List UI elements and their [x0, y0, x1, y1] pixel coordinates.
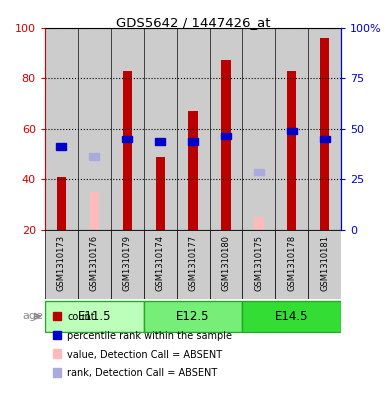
- Text: age: age: [22, 311, 43, 321]
- Bar: [243, 230, 275, 299]
- Bar: [45, 230, 78, 299]
- Bar: [209, 28, 243, 230]
- Bar: [308, 230, 341, 299]
- Bar: [78, 28, 111, 230]
- Bar: [320, 38, 330, 230]
- Bar: [45, 301, 144, 332]
- Bar: [90, 192, 99, 230]
- Bar: [144, 28, 177, 230]
- Bar: [177, 230, 209, 299]
- Text: GSM1310180: GSM1310180: [222, 235, 230, 291]
- Text: GSM1310174: GSM1310174: [156, 235, 165, 291]
- Bar: [222, 61, 230, 230]
- Text: E12.5: E12.5: [176, 310, 210, 323]
- Bar: [45, 28, 78, 230]
- Text: GSM1310176: GSM1310176: [90, 235, 99, 291]
- Bar: [275, 230, 308, 299]
- Bar: [320, 136, 330, 142]
- Text: percentile rank within the sample: percentile rank within the sample: [67, 331, 232, 341]
- Bar: [254, 169, 264, 175]
- Bar: [122, 70, 132, 230]
- Bar: [144, 230, 177, 299]
- Bar: [287, 70, 296, 230]
- Bar: [57, 177, 66, 230]
- Text: GSM1310177: GSM1310177: [188, 235, 198, 291]
- Bar: [209, 230, 243, 299]
- Bar: [221, 133, 231, 140]
- Text: GSM1310181: GSM1310181: [320, 235, 329, 291]
- Bar: [243, 301, 341, 332]
- Bar: [188, 111, 198, 230]
- Bar: [155, 138, 165, 145]
- Bar: [188, 138, 198, 145]
- Bar: [308, 28, 341, 230]
- Bar: [78, 230, 111, 299]
- Bar: [144, 301, 243, 332]
- Bar: [89, 153, 99, 160]
- Text: GSM1310175: GSM1310175: [254, 235, 263, 291]
- Text: E11.5: E11.5: [78, 310, 111, 323]
- Bar: [156, 156, 165, 230]
- Text: value, Detection Call = ABSENT: value, Detection Call = ABSENT: [67, 349, 222, 360]
- Bar: [287, 128, 297, 134]
- Text: GSM1310178: GSM1310178: [287, 235, 296, 291]
- Text: GDS5642 / 1447426_at: GDS5642 / 1447426_at: [116, 17, 270, 29]
- Text: E14.5: E14.5: [275, 310, 308, 323]
- Text: count: count: [67, 312, 95, 322]
- Bar: [177, 28, 209, 230]
- Bar: [243, 28, 275, 230]
- Text: GSM1310173: GSM1310173: [57, 235, 66, 291]
- Bar: [122, 136, 132, 142]
- Bar: [111, 230, 144, 299]
- Bar: [254, 217, 264, 230]
- Text: rank, Detection Call = ABSENT: rank, Detection Call = ABSENT: [67, 368, 217, 378]
- Bar: [111, 28, 144, 230]
- Text: GSM1310179: GSM1310179: [123, 235, 132, 291]
- Bar: [57, 143, 66, 150]
- Bar: [275, 28, 308, 230]
